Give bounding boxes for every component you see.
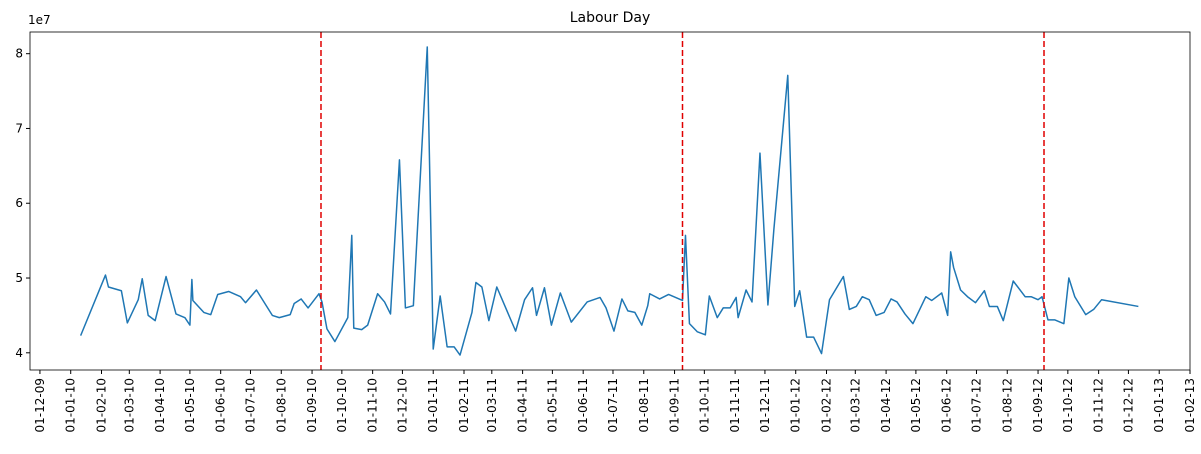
x-tick-label: 01-05-12 [909, 378, 923, 432]
x-tick-label: 01-12-11 [758, 378, 772, 432]
y-tick-label: 6 [15, 196, 23, 210]
x-tick-label: 01-04-10 [153, 378, 167, 432]
x-tick-label: 01-02-10 [95, 378, 109, 432]
x-tick-label: 01-06-10 [214, 378, 228, 432]
x-tick-label: 01-11-10 [366, 378, 380, 432]
x-tick-label: 01-12-10 [395, 378, 409, 432]
x-tick-label: 01-02-12 [820, 378, 834, 432]
x-tick-label: 01-06-11 [576, 378, 590, 432]
x-tick-label: 01-02-13 [1183, 378, 1197, 432]
x-tick-label: 01-10-10 [335, 378, 349, 432]
y-tick-label: 7 [15, 121, 23, 135]
y-offset-label: 1e7 [28, 13, 51, 27]
x-tick-label: 01-10-12 [1061, 378, 1075, 432]
x-tick-label: 01-08-12 [1000, 378, 1014, 432]
x-tick-label: 01-05-11 [545, 378, 559, 432]
x-tick-label: 01-12-12 [1121, 378, 1135, 432]
x-tick-label: 01-07-12 [969, 378, 983, 432]
y-tick-label: 8 [15, 47, 23, 61]
x-tick-label: 01-01-12 [789, 378, 803, 432]
x-tick-label: 01-11-11 [728, 378, 742, 432]
x-tick-label: 01-07-10 [243, 378, 257, 432]
x-tick-label: 01-08-11 [637, 378, 651, 432]
x-tick-label: 01-12-09 [33, 378, 47, 432]
y-tick-label: 4 [15, 346, 23, 360]
x-tick-label: 01-05-10 [183, 378, 197, 432]
x-tick-label: 01-07-11 [606, 378, 620, 432]
x-tick-label: 01-09-12 [1031, 378, 1045, 432]
y-tick-label: 5 [15, 271, 23, 285]
x-tick-label: 01-03-11 [485, 378, 499, 432]
x-tick-label: 01-01-13 [1152, 378, 1166, 432]
plot-frame [29, 31, 1191, 371]
x-tick-label: 01-04-11 [516, 378, 530, 432]
x-tick-label: 01-04-12 [879, 378, 893, 432]
x-tick-label: 01-01-11 [426, 378, 440, 432]
x-tick-label: 01-09-10 [305, 378, 319, 432]
x-tick-label: 01-08-10 [274, 378, 288, 432]
x-tick-label: 01-02-11 [457, 378, 471, 432]
x-tick-label: 01-10-11 [697, 378, 711, 432]
x-tick-label: 01-01-10 [64, 378, 78, 432]
x-tick-label: 01-03-12 [848, 378, 862, 432]
x-tick-label: 01-09-11 [668, 378, 682, 432]
x-tick-label: 01-06-12 [940, 378, 954, 432]
data-line [79, 46, 1139, 356]
x-tick-label: 01-11-12 [1092, 378, 1106, 432]
x-tick-label: 01-03-10 [122, 378, 136, 432]
chart-title: Labour Day [570, 10, 651, 26]
